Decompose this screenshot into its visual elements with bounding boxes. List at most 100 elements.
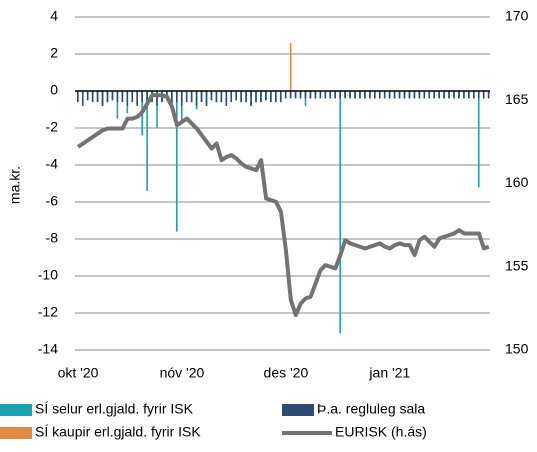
bar bbox=[349, 91, 351, 99]
y-tick-label: -2 bbox=[46, 119, 59, 135]
bar bbox=[354, 91, 356, 99]
bar bbox=[413, 91, 416, 99]
bar bbox=[289, 91, 292, 99]
x-tick-label: jan '21 bbox=[368, 365, 410, 381]
bar bbox=[185, 91, 188, 103]
bar bbox=[205, 91, 208, 106]
y-tick-label: -6 bbox=[46, 193, 59, 209]
y2-tick-label: 155 bbox=[505, 257, 529, 273]
bar bbox=[344, 91, 346, 99]
y-tick-label: -14 bbox=[38, 341, 58, 357]
bar bbox=[270, 91, 272, 103]
legend-swatch bbox=[0, 404, 32, 416]
bar bbox=[339, 91, 341, 334]
bar bbox=[136, 91, 138, 106]
bar bbox=[215, 91, 218, 103]
bar bbox=[156, 91, 158, 106]
bar bbox=[463, 91, 465, 99]
bar bbox=[388, 91, 391, 99]
bar bbox=[106, 91, 109, 103]
bar bbox=[121, 91, 124, 103]
bar bbox=[255, 91, 257, 103]
bar bbox=[314, 91, 317, 99]
bar bbox=[195, 91, 198, 106]
bar bbox=[299, 91, 302, 99]
legend-label: EURISK (h.ás) bbox=[335, 424, 427, 440]
bar bbox=[260, 91, 262, 103]
bar bbox=[225, 91, 228, 106]
bar bbox=[433, 91, 435, 99]
bar bbox=[329, 91, 332, 99]
y-tick-label: -8 bbox=[46, 230, 59, 246]
x-tick-label: nóv '20 bbox=[160, 365, 205, 381]
bar bbox=[453, 91, 455, 99]
bar bbox=[393, 91, 396, 99]
bar bbox=[146, 91, 148, 103]
bar bbox=[111, 91, 114, 101]
bar bbox=[200, 91, 203, 103]
bar bbox=[398, 91, 401, 99]
bar bbox=[334, 91, 336, 99]
bar bbox=[458, 91, 460, 99]
bar bbox=[364, 91, 366, 99]
bar bbox=[339, 91, 341, 99]
bar bbox=[116, 91, 119, 119]
legend-label: SÍ kaupir erl.gjald. fyrir ISK bbox=[35, 424, 201, 440]
bar bbox=[81, 91, 84, 106]
bar bbox=[116, 91, 119, 103]
bar bbox=[383, 91, 386, 99]
legend-swatch bbox=[0, 427, 32, 439]
bar bbox=[418, 91, 421, 99]
bar bbox=[448, 91, 450, 99]
bar bbox=[275, 91, 277, 103]
bar bbox=[146, 91, 148, 191]
bar bbox=[91, 91, 94, 103]
bar bbox=[180, 91, 183, 106]
bar bbox=[190, 91, 193, 103]
bar bbox=[487, 91, 490, 99]
bar bbox=[77, 91, 79, 103]
bar bbox=[468, 91, 470, 99]
x-tick-label: des '20 bbox=[264, 365, 309, 381]
bar bbox=[304, 91, 307, 99]
bar bbox=[250, 91, 252, 106]
bar bbox=[319, 91, 322, 99]
bar bbox=[403, 91, 406, 99]
y-tick-label: -4 bbox=[46, 156, 59, 172]
y-tick-label: 4 bbox=[50, 8, 58, 24]
bar bbox=[473, 91, 475, 99]
bar bbox=[279, 91, 282, 103]
bar bbox=[176, 91, 178, 232]
bar bbox=[423, 91, 426, 99]
bar bbox=[324, 91, 327, 99]
bar bbox=[220, 91, 223, 103]
bar bbox=[443, 91, 445, 99]
bar bbox=[240, 91, 242, 103]
bar bbox=[428, 91, 431, 99]
bar bbox=[86, 91, 89, 101]
bar bbox=[245, 91, 247, 103]
eurisk-line bbox=[76, 93, 490, 318]
legend-label: Þ.a. regluleg sala bbox=[317, 401, 425, 417]
x-tick-label: okt '20 bbox=[58, 365, 99, 381]
bar bbox=[96, 91, 99, 103]
bar bbox=[438, 91, 440, 99]
bar bbox=[477, 91, 480, 99]
legend-label: SÍ selur erl.gjald. fyrir ISK bbox=[35, 401, 194, 417]
bar bbox=[482, 91, 485, 99]
legend-swatch bbox=[282, 404, 314, 416]
bar bbox=[294, 91, 297, 99]
bar bbox=[176, 91, 178, 103]
bar bbox=[210, 91, 213, 101]
bar bbox=[359, 91, 361, 99]
bar bbox=[265, 91, 267, 101]
bar bbox=[126, 91, 129, 106]
bar bbox=[101, 91, 104, 106]
bar bbox=[230, 91, 233, 103]
y2-tick-label: 165 bbox=[505, 91, 529, 107]
bar bbox=[235, 91, 237, 101]
y2-tick-label: 160 bbox=[505, 174, 529, 190]
y2-tick-label: 150 bbox=[505, 341, 529, 357]
y-tick-label: 2 bbox=[50, 45, 58, 61]
bar bbox=[369, 91, 371, 99]
